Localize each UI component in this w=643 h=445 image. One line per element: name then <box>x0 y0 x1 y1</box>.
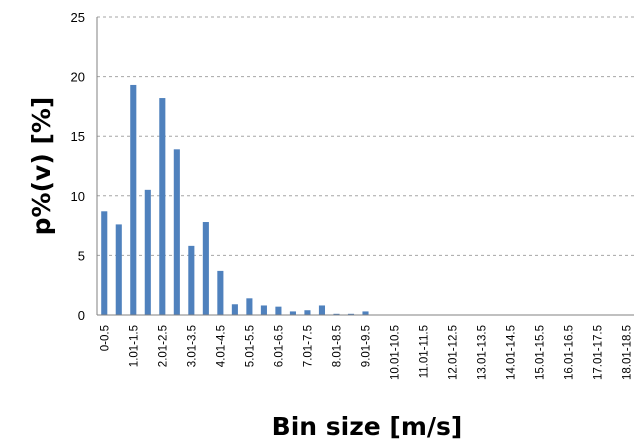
y-tick-label: 10 <box>71 189 85 204</box>
bar <box>130 84 137 315</box>
x-tick-label: 14.01-14.5 <box>506 325 518 380</box>
x-tick-label: 7.01-7.5 <box>302 325 314 367</box>
x-tick-label: 2.01-2.5 <box>157 325 169 367</box>
bar <box>275 306 282 315</box>
y-tick-label: 0 <box>78 308 85 323</box>
x-tick-label: 10.01-10.5 <box>390 325 402 380</box>
bar <box>260 305 267 315</box>
bar <box>159 98 166 315</box>
y-tick-label: 25 <box>71 10 85 25</box>
bar <box>333 313 340 315</box>
x-tick-label: 12.01-12.5 <box>448 325 460 380</box>
x-axis-title: Bin size [m/s] <box>272 412 463 441</box>
bar <box>289 311 296 315</box>
x-tick-label: 0-0.5 <box>99 325 111 351</box>
x-tick-label: 5.01-5.5 <box>244 325 256 367</box>
x-tick-label: 8.01-8.5 <box>331 325 343 367</box>
y-tick-labels: 0 5 10 15 20 25 <box>71 10 85 323</box>
bar <box>217 270 224 315</box>
x-tick-label: 3.01-3.5 <box>186 325 198 367</box>
x-tick-label: 11.01-11.5 <box>419 325 431 378</box>
x-tick-label: 16.01-16.5 <box>564 325 576 380</box>
y-tick-label: 5 <box>78 248 85 263</box>
bar <box>115 224 122 315</box>
x-tick-label: 18.01-18.5 <box>622 325 634 380</box>
bar <box>202 222 209 315</box>
bar <box>362 311 369 315</box>
bar <box>144 189 151 315</box>
bar <box>246 298 253 315</box>
bar <box>318 305 326 315</box>
y-axis-title: p%(v) [%] <box>27 97 56 236</box>
x-tick-label: 17.01-17.5 <box>593 325 605 380</box>
bar <box>304 310 311 315</box>
x-tick-label: 1.01-1.5 <box>128 325 140 367</box>
x-tick-label: 9.01-9.5 <box>361 325 373 367</box>
bar <box>173 149 180 315</box>
x-tick-labels: 0-0.5 1.01-1.5 2.01-2.5 3.01-3.5 4.01-4.5 5.0… <box>99 325 633 380</box>
bar <box>101 211 108 315</box>
bars <box>101 84 369 315</box>
bar <box>347 313 355 315</box>
y-tick-label: 15 <box>71 129 85 144</box>
x-tick-label: 6.01-6.5 <box>273 325 285 367</box>
bar <box>188 245 195 315</box>
axes <box>96 17 634 316</box>
y-tick-label: 20 <box>71 70 85 85</box>
x-tick-label: 15.01-15.5 <box>535 325 547 380</box>
bar <box>231 304 238 315</box>
x-tick-label: 4.01-4.5 <box>215 325 227 367</box>
x-tick-label: 13.01-13.5 <box>477 325 489 380</box>
